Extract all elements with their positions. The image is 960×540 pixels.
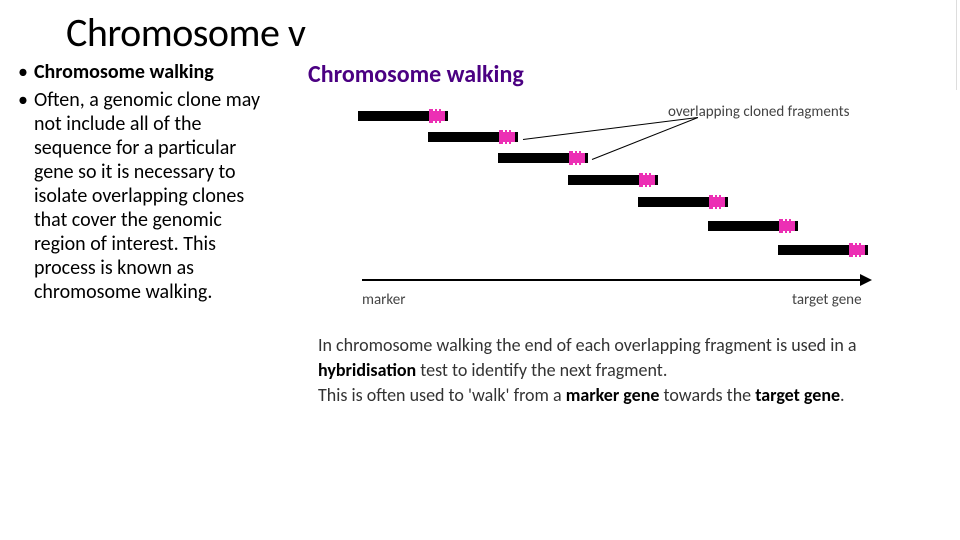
caption-line: This is often used to 'walk' from a mark…	[318, 383, 878, 408]
probe-region	[639, 175, 655, 185]
bullet-text: Chromosome walking	[34, 60, 214, 84]
target-gene-label: target gene	[792, 291, 862, 309]
clone-fragment	[638, 197, 728, 207]
marker-label: marker	[362, 291, 405, 309]
diagram-caption: In chromosome walking the end of each ov…	[318, 333, 878, 408]
bullet-item: • Often, a genomic clone may not include…	[18, 88, 276, 304]
bullet-text: Often, a genomic clone may not include a…	[34, 88, 276, 304]
probe-region	[709, 197, 725, 207]
clone-fragment	[428, 132, 518, 142]
clone-fragment	[778, 245, 868, 255]
callout-label: overlapping cloned fragments	[668, 103, 849, 121]
chromosome-walking-diagram: marker target gene overlapping cloned frag…	[318, 99, 878, 319]
probe-region	[779, 221, 795, 231]
slide-title: Chromosome v	[66, 8, 306, 57]
probe-region	[849, 245, 865, 255]
probe-region	[499, 132, 515, 142]
caption-line: In chromosome walking the end of each ov…	[318, 333, 878, 383]
probe-region	[569, 153, 585, 163]
diagram-panel: Chromosome walking marker target gene over…	[288, 52, 908, 522]
bullet-item: • Chromosome walking	[18, 60, 276, 84]
probe-region	[429, 111, 445, 121]
clone-fragment	[358, 111, 448, 121]
clone-fragment	[498, 153, 588, 163]
clone-fragment	[568, 175, 658, 185]
axis-arrow	[362, 279, 862, 281]
clone-fragment	[708, 221, 798, 231]
side-accent	[956, 0, 960, 90]
bullet-mark: •	[18, 60, 28, 84]
panel-title: Chromosome walking	[308, 60, 908, 89]
left-text-column: • Chromosome walking • Often, a genomic …	[18, 60, 276, 308]
bullet-mark: •	[18, 88, 28, 304]
